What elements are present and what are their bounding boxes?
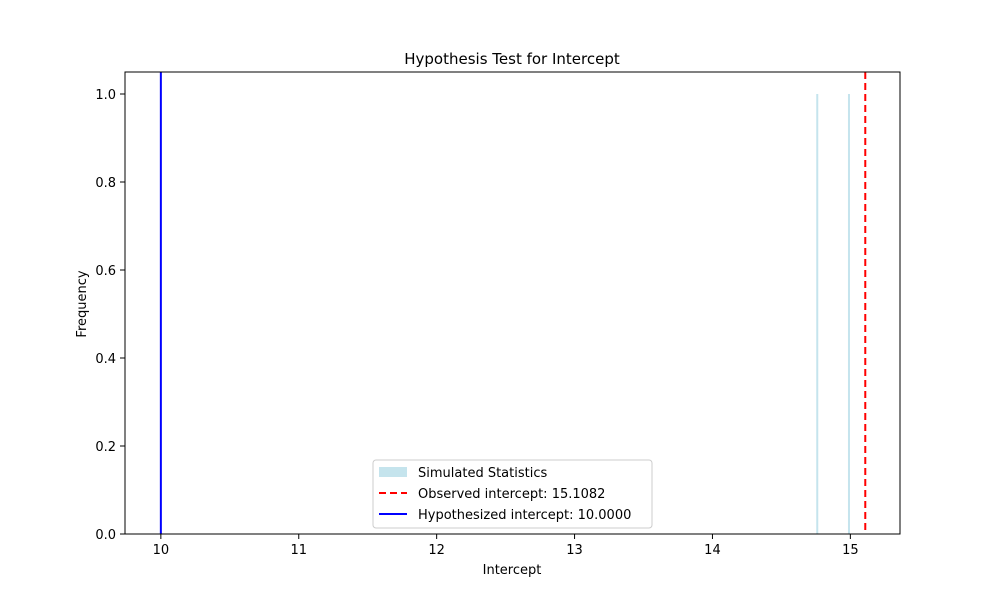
histogram-bar xyxy=(847,94,850,534)
x-tick-label: 10 xyxy=(153,543,170,558)
histogram-bar xyxy=(816,94,819,534)
y-tick-label: 0.2 xyxy=(95,440,116,455)
y-tick-label: 1.0 xyxy=(95,88,116,103)
legend-label: Hypothesized intercept: 10.0000 xyxy=(418,508,631,523)
x-tick-label: 15 xyxy=(842,543,859,558)
y-tick-label: 0.8 xyxy=(95,176,116,191)
plot-frame xyxy=(124,71,901,535)
legend-swatch-simulated xyxy=(379,467,407,477)
chart-title: Hypothesis Test for Intercept xyxy=(404,50,620,68)
legend-label: Observed intercept: 15.1082 xyxy=(418,487,605,502)
x-tick-label: 11 xyxy=(290,543,307,558)
y-tick-label: 0.4 xyxy=(95,352,116,367)
plot-area: 10 11 12 13 14 15 0.0 0.2 0.4 0.6 0.8 1.0 xyxy=(95,71,901,558)
y-axis-label: Frequency xyxy=(75,270,90,337)
x-tick-label: 14 xyxy=(704,543,721,558)
legend: Simulated Statistics Observed intercept: … xyxy=(372,459,653,529)
x-axis-label: Intercept xyxy=(483,563,542,578)
y-tick-label: 0.6 xyxy=(95,264,116,279)
legend-label: Simulated Statistics xyxy=(418,466,547,481)
x-tick-label: 13 xyxy=(566,543,583,558)
x-tick-label: 12 xyxy=(428,543,445,558)
legend-box xyxy=(372,459,653,529)
y-tick-label: 0.0 xyxy=(95,528,116,543)
